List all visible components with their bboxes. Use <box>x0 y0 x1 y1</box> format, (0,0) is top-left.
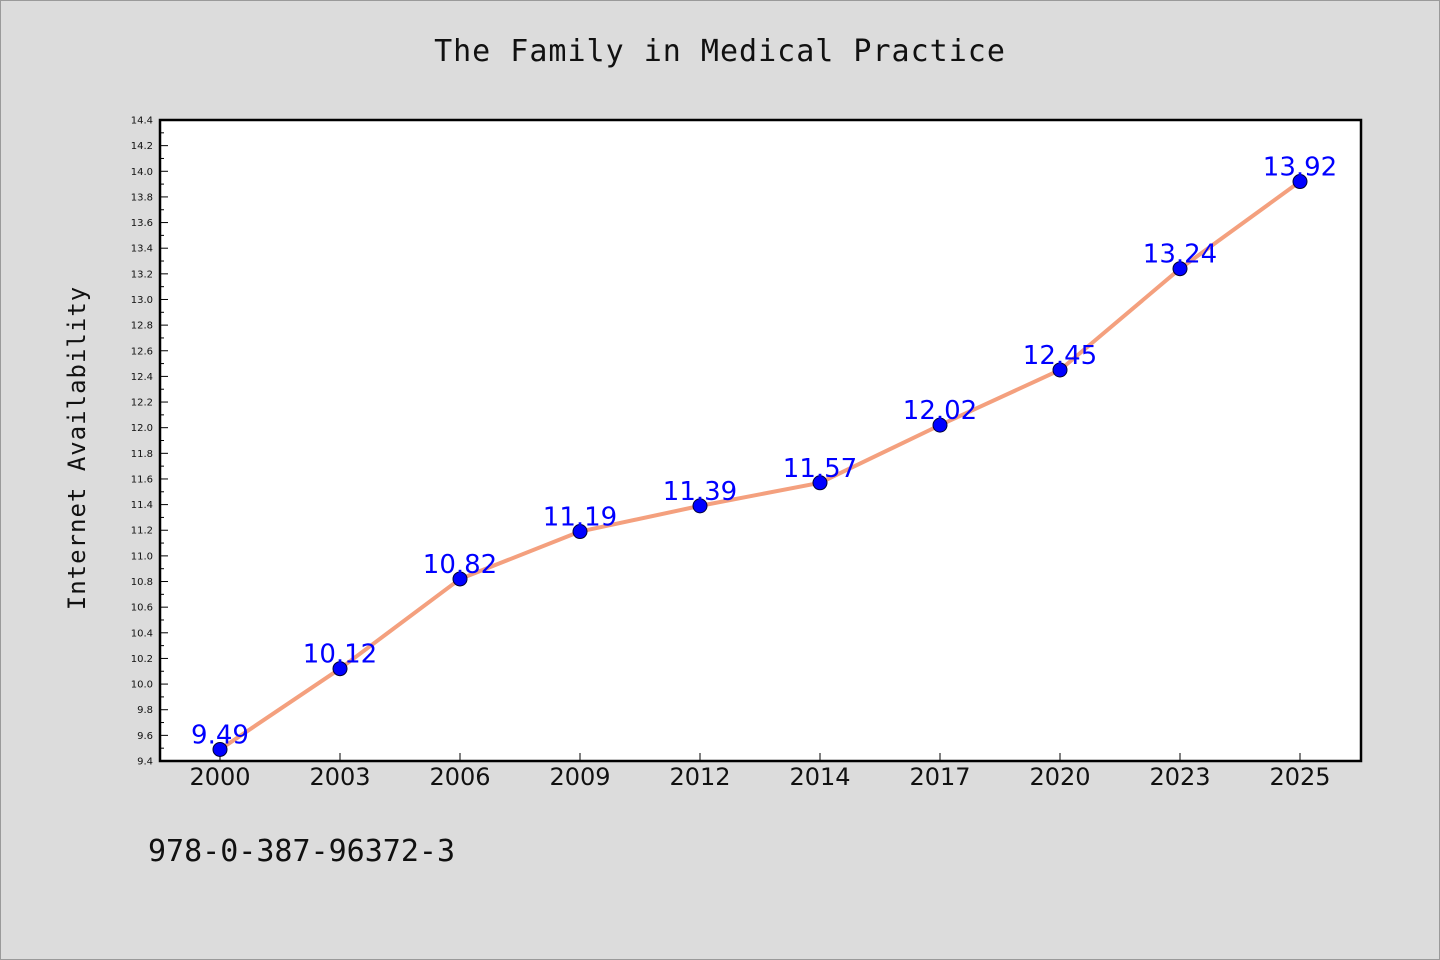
x-tick-label: 2014 <box>789 763 850 791</box>
y-tick-label: 10.4 <box>131 628 153 639</box>
y-tick-label: 14.2 <box>131 141 153 152</box>
data-label: 10.12 <box>303 640 377 670</box>
data-label: 12.02 <box>903 396 977 426</box>
y-tick-label: 9.6 <box>137 731 153 742</box>
x-tick-label: 2000 <box>189 763 250 791</box>
y-tick-label: 13.6 <box>131 218 153 229</box>
data-point <box>812 475 828 491</box>
data-label: 11.39 <box>663 477 737 507</box>
y-tick-label: 12.8 <box>131 321 153 332</box>
data-label: 13.24 <box>1143 240 1217 270</box>
y-tick-label: 14.4 <box>131 116 153 127</box>
y-tick-label: 11.0 <box>131 551 153 562</box>
x-tick-label: 2012 <box>669 763 730 791</box>
y-tick-label: 13.2 <box>131 269 153 280</box>
y-tick-label: 10.0 <box>131 680 153 691</box>
x-tick-label: 2020 <box>1029 763 1090 791</box>
series-layer <box>212 174 1308 757</box>
x-tick-label: 2009 <box>549 763 610 791</box>
data-label: 11.57 <box>783 454 857 484</box>
data-point <box>1052 362 1068 378</box>
data-point <box>1292 174 1308 190</box>
series-line <box>218 179 1302 752</box>
y-tick-label: 10.6 <box>131 603 153 614</box>
chart-title: The Family in Medical Practice <box>434 34 1006 69</box>
x-tick-label: 2006 <box>429 763 490 791</box>
data-label: 9.49 <box>191 720 249 750</box>
y-tick-label: 11.2 <box>131 526 153 537</box>
y-tick-label: 13.0 <box>131 295 153 306</box>
y-tick-label: 13.8 <box>131 192 153 203</box>
data-labels: 9.49 10.12 10.82 11.19 11.39 11.57 12.02 12.45 1… <box>191 153 1337 751</box>
y-tick-label: 11.8 <box>131 449 153 460</box>
y-tick-label: 12.4 <box>131 372 153 383</box>
isbn-code: 978-0-387-96372-3 <box>148 834 456 869</box>
data-point <box>1172 261 1188 277</box>
x-axis: 2000 2003 2006 2009 2012 2014 2017 2020 2023 2025 <box>189 753 1331 791</box>
y-tick-label: 10.8 <box>131 577 153 588</box>
x-tick-label: 2003 <box>309 763 370 791</box>
y-tick-label: 12.2 <box>131 398 153 409</box>
data-point <box>932 417 948 433</box>
y-tick-label: 9.4 <box>137 757 153 768</box>
data-label: 11.19 <box>543 503 617 533</box>
data-label: 10.82 <box>423 550 497 580</box>
data-label: 12.45 <box>1023 341 1097 371</box>
y-tick-label: 11.4 <box>131 500 153 511</box>
x-tick-label: 2017 <box>909 763 970 791</box>
y-tick-label: 9.8 <box>137 705 153 716</box>
x-tick-label: 2025 <box>1269 763 1330 791</box>
y-tick-label: 10.2 <box>131 654 153 665</box>
y-tick-label: 11.6 <box>131 474 153 485</box>
y-tick-label: 14.0 <box>131 167 153 178</box>
data-point <box>332 661 348 677</box>
data-point <box>692 498 708 514</box>
x-tick-label: 2023 <box>1149 763 1210 791</box>
data-point <box>452 571 468 587</box>
data-point <box>212 741 228 757</box>
data-label: 13.92 <box>1263 153 1337 183</box>
data-point <box>572 524 588 540</box>
y-tick-label: 13.4 <box>131 244 153 255</box>
y-tick-label: 12.0 <box>131 423 153 434</box>
y-tick-label: 12.6 <box>131 346 153 357</box>
y-axis: 9.4 9.6 9.8 10.0 10.2 10.4 10.6 10.8 11.0 11.2 11.… <box>131 116 168 768</box>
